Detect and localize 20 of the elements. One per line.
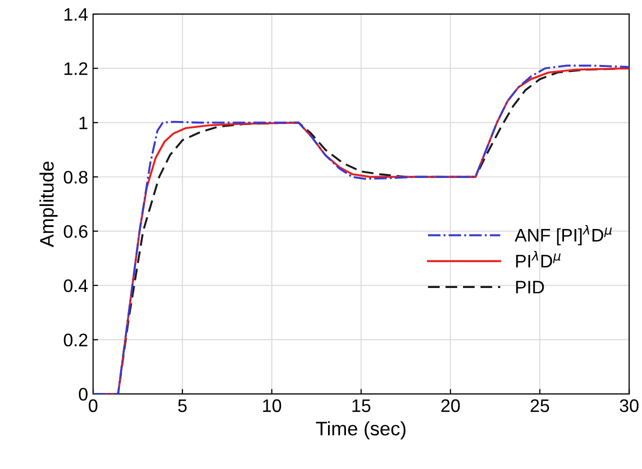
y-tick-label: 1.4 (64, 8, 88, 21)
y-tick-label: 1 (80, 116, 88, 130)
y-axis-title: Amplitude (39, 162, 58, 248)
legend-label: PID (516, 280, 544, 294)
y-tick-label: 0.6 (64, 225, 88, 238)
x-axis-title: Time (sec) (316, 421, 406, 440)
y-tick-label: 0.2 (64, 334, 88, 346)
y-tick-label: 0 (78, 388, 88, 401)
x-tick-label: 30 (620, 399, 638, 412)
x-tick-label: 10 (263, 399, 282, 412)
x-tick-label: 5 (178, 399, 187, 412)
y-tick-label: 1.2 (64, 62, 88, 75)
y-tick-label: 0.8 (64, 170, 88, 184)
x-tick-label: 15 (352, 399, 370, 412)
legend-label: ANF [PI]$^{λ}$D$^{μ}$ (514, 224, 612, 246)
legend-label: PI$^{λ}$D$^{μ}$ (516, 250, 561, 268)
x-tick-label: 25 (530, 399, 550, 412)
y-tick-label: 0.4 (64, 279, 88, 292)
x-tick-label: 0 (88, 399, 98, 412)
x-tick-label: 20 (441, 399, 460, 412)
